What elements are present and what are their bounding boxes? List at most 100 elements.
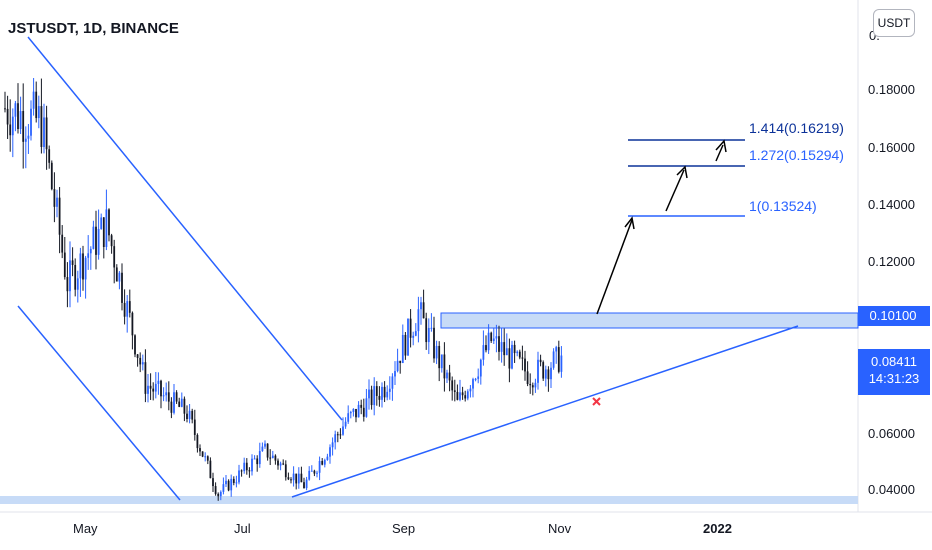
candle-body — [43, 117, 45, 147]
countdown-timer: 14:31:23 — [868, 371, 920, 386]
candle-body — [186, 413, 188, 420]
target-arrows — [596, 139, 727, 315]
candle-body — [6, 108, 9, 125]
candle-body — [227, 480, 230, 491]
candle-body — [487, 332, 490, 351]
candle-body — [464, 395, 467, 399]
candle-body — [440, 354, 443, 369]
candle-body — [71, 260, 74, 265]
candle-body — [368, 389, 370, 399]
candle-body — [157, 380, 160, 384]
candle-body — [105, 209, 108, 247]
candle-body — [534, 382, 537, 388]
candle-body — [490, 332, 493, 341]
time-axis-label: Nov — [548, 521, 572, 536]
support-zone — [0, 496, 858, 504]
candle-body — [162, 395, 165, 397]
candle-body — [201, 451, 204, 457]
candle-body — [134, 335, 136, 355]
candle-body — [230, 478, 233, 491]
candle-body — [282, 463, 285, 465]
candle-body — [399, 360, 402, 364]
candle-body — [102, 217, 105, 247]
candle-body — [516, 351, 519, 354]
candle-body — [407, 318, 409, 356]
price-axis-label: 0.18000 — [868, 82, 915, 97]
candle-body — [479, 359, 482, 377]
candle-body — [555, 347, 558, 352]
price-axis-label: 0.16000 — [868, 140, 915, 155]
price-axis-label: 0.12000 — [868, 254, 915, 269]
candle-body — [225, 480, 227, 485]
candle-body — [271, 455, 274, 459]
candle-body — [264, 443, 266, 447]
candle-body — [204, 456, 207, 458]
candle-body — [352, 408, 355, 412]
candle-body — [147, 385, 149, 394]
candle-body — [339, 434, 342, 436]
candle-body — [414, 331, 417, 336]
candle-body — [453, 390, 456, 392]
candle-body — [386, 391, 389, 398]
candle-body — [469, 388, 472, 392]
candle-body — [388, 388, 391, 392]
candle-body — [425, 318, 428, 343]
ascending-trendline — [291, 325, 799, 498]
candle-body — [451, 380, 454, 391]
candle-body — [508, 348, 511, 369]
candle-body — [206, 456, 209, 461]
candle-body — [383, 386, 386, 398]
candle-body — [95, 226, 97, 255]
candle-body — [331, 442, 334, 448]
candle-body — [539, 359, 542, 363]
candle-body — [222, 484, 225, 492]
candle-body — [323, 459, 326, 465]
time-axis-label: 2022 — [703, 521, 732, 536]
candle-body — [422, 302, 425, 319]
fib-label-1414: 1.414(0.16219) — [749, 120, 844, 136]
candle-body — [35, 91, 38, 119]
candle-body — [461, 392, 464, 396]
candle-body — [381, 386, 383, 400]
candle-body — [113, 246, 116, 268]
candle-body — [261, 446, 264, 452]
candle-body — [128, 301, 131, 313]
time-axis-label: May — [73, 521, 98, 536]
candle-body — [238, 470, 240, 483]
candle-body — [412, 335, 415, 338]
resistance-price-tag-bg — [858, 306, 930, 326]
time-axis: May Jul Sep Nov 2022 — [73, 521, 732, 536]
candle-body — [557, 347, 560, 372]
candle-body — [191, 410, 194, 420]
candle-body — [245, 462, 248, 471]
candle-body — [482, 345, 485, 360]
invalidation-x-icon — [592, 397, 601, 406]
fib-label-1: 1(0.13524) — [749, 198, 817, 214]
current-price-tag: 0.08411 14:31:23 — [858, 349, 930, 395]
channel-lower-line — [17, 305, 181, 501]
candle-body — [552, 351, 555, 368]
time-axis-label: Sep — [392, 521, 415, 536]
candle-body — [217, 493, 220, 497]
candle-body — [256, 458, 259, 465]
candle-body — [477, 376, 480, 379]
candle-body — [136, 354, 139, 358]
currency-button[interactable]: USDT — [873, 9, 915, 37]
candle-body — [347, 413, 350, 422]
candle-body — [173, 392, 175, 413]
candle-body — [326, 456, 329, 460]
candle-body — [295, 473, 298, 484]
candle-body — [149, 385, 152, 389]
candle-body — [131, 312, 134, 336]
candle-body — [152, 388, 155, 392]
candle-body — [11, 116, 14, 136]
candle-body — [409, 318, 412, 338]
candle-body — [391, 376, 394, 389]
candle-body — [154, 383, 157, 392]
candle-body — [435, 345, 438, 359]
candle-body — [266, 443, 269, 458]
candle-body — [45, 117, 48, 150]
candle-body — [89, 248, 92, 254]
candle-body — [498, 336, 500, 352]
